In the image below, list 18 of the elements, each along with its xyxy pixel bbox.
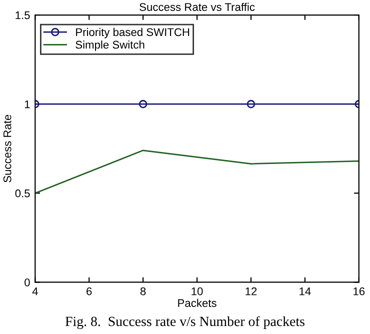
x-tick-label: 16 [354,287,365,296]
x-tick-label: 8 [140,287,146,296]
x-tick-label: 6 [86,287,92,296]
legend-label: Simple Switch [76,40,144,51]
y-tick-label: 0 [24,278,30,286]
x-tick-label: 14 [300,288,311,296]
y-tick-label: 1 [24,100,30,108]
chart-title: Success Rate vs Traffic [140,2,255,11]
x-tick-label: 10 [192,287,203,296]
y-axis-title: Success Rate [3,114,12,182]
y-tick-label: 1.5 [16,11,30,20]
y-tick-label: 0.5 [15,189,30,198]
legend-label: Priority based SWITCH [76,28,190,38]
line-series [35,150,359,194]
x-tick-label: 4 [32,288,38,296]
x-tick-label: 12 [246,287,257,296]
caption: Fig. 8. Success rate v/s Number of packets [65,316,304,329]
x-axis-title: Packets [178,298,216,307]
